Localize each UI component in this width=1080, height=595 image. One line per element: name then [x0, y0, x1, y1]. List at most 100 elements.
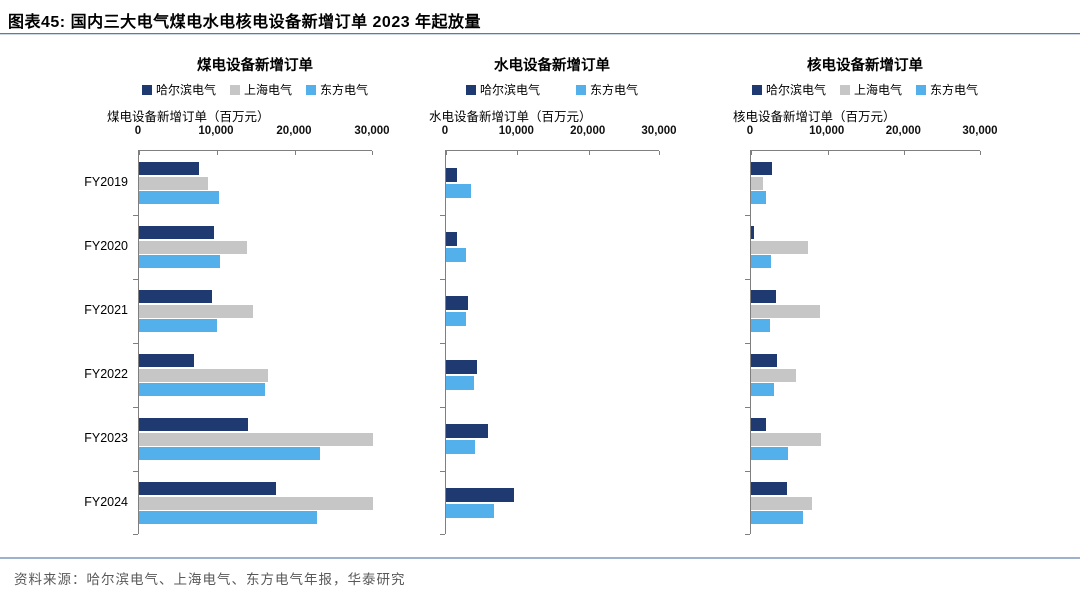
bar-核电设备新增订单-上海电气-FY2022: [751, 368, 797, 382]
bar-煤电设备新增订单-东方电气-FY2023: [139, 447, 320, 461]
x-tick-label: 30,000: [962, 125, 998, 137]
y-tick-mark: [133, 407, 138, 408]
y-tick-mark: [745, 471, 750, 472]
bar-核电设备新增订单-东方电气-FY2021: [751, 319, 771, 333]
legend-label: 上海电气: [853, 83, 902, 97]
bar-水电设备新增订单-哈尔滨电气-FY2024: [446, 488, 515, 503]
bar-水电设备新增订单-哈尔滨电气-FY2020: [446, 232, 457, 247]
legend-label: 哈尔滨电气: [765, 83, 826, 97]
legend-swatch-icon: [306, 84, 316, 95]
x-tick-mark: [139, 151, 140, 155]
bar-水电设备新增订单-东方电气-FY2021: [446, 311, 466, 326]
footer-divider-rule: [0, 557, 1080, 559]
bar-核电设备新增订单-东方电气-FY2020: [751, 255, 771, 269]
legend-item: 东方电气: [306, 81, 368, 98]
legend-label: 东方电气: [930, 83, 979, 97]
x-tick-mark: [751, 151, 752, 155]
bar-水电设备新增订单-东方电气-FY2024: [446, 503, 494, 518]
bar-煤电设备新增订单-东方电气-FY2019: [139, 191, 219, 205]
x-tick-mark: [517, 151, 518, 155]
x-tick-mark: [589, 151, 590, 155]
category-label-FY2022: FY2022: [84, 367, 128, 381]
legend-item: 哈尔滨电气: [141, 81, 216, 98]
legend-item: 哈尔滨电气: [465, 81, 540, 98]
bar-水电设备新增订单-哈尔滨电气-FY2023: [446, 424, 489, 439]
y-tick-mark: [133, 343, 138, 344]
bar-煤电设备新增订单-哈尔滨电气-FY2020: [139, 225, 214, 239]
legend-label: 东方电气: [590, 83, 639, 97]
y-tick-mark: [745, 534, 750, 535]
bar-核电设备新增订单-哈尔滨电气-FY2022: [751, 353, 778, 367]
chart-title: 核电设备新增订单: [807, 58, 923, 74]
legend-item: 东方电气: [916, 81, 978, 98]
bar-煤电设备新增订单-上海电气-FY2023: [139, 432, 373, 446]
bar-核电设备新增订单-上海电气-FY2021: [751, 304, 820, 318]
x-tick-mark: [980, 151, 981, 155]
header-divider-rule: [0, 33, 1080, 35]
bar-水电设备新增订单-东方电气-FY2022: [446, 375, 474, 390]
x-tick-mark: [659, 151, 660, 155]
chart-title: 水电设备新增订单: [494, 58, 610, 74]
bar-核电设备新增订单-哈尔滨电气-FY2019: [751, 161, 773, 175]
bar-核电设备新增订单-哈尔滨电气-FY2024: [751, 481, 788, 495]
x-tick-mark: [828, 151, 829, 155]
legend-item: 上海电气: [839, 81, 902, 98]
x-tick-label: 10,000: [809, 125, 845, 137]
bar-煤电设备新增订单-上海电气-FY2019: [139, 176, 209, 190]
bar-煤电设备新增订单-哈尔滨电气-FY2021: [139, 289, 213, 303]
chart-1: 煤电设备新增订单哈尔滨电气 上海电气 东方电气煤电设备新增订单（百万元） 0 10,00…: [30, 46, 400, 546]
category-label-FY2021: FY2021: [84, 303, 128, 317]
chart-2: 水电设备新增订单 哈尔滨电气 东方电气 水电设备新增订单（百万元） 0 10,000 20,…: [400, 46, 700, 546]
category-label-FY2023: FY2023: [84, 431, 128, 445]
category-label-FY2019: FY2019: [84, 175, 128, 189]
legend-swatch-icon: [916, 84, 926, 95]
legend-swatch-icon: [751, 84, 762, 95]
source-note: 资料来源：哈尔滨电气、上海电气、东方电气年报，华泰研究: [14, 572, 406, 587]
x-axis-title: 核电设备新增订单（百万元）: [733, 110, 896, 124]
bar-水电设备新增订单-哈尔滨电气-FY2021: [446, 296, 469, 311]
x-axis-title: 煤电设备新增订单（百万元）: [107, 110, 270, 124]
chart-title: 煤电设备新增订单: [197, 58, 313, 74]
x-tick-label: 20,000: [276, 125, 312, 137]
y-tick-mark: [133, 215, 138, 216]
legend: 哈尔滨电气 上海电气 东方电气: [750, 81, 980, 98]
y-tick-mark: [440, 407, 445, 408]
x-tick-label: 20,000: [570, 125, 606, 137]
bar-核电设备新增订单-东方电气-FY2023: [751, 447, 788, 461]
x-tick-label: 10,000: [198, 125, 234, 137]
y-tick-mark: [440, 534, 445, 535]
legend-label: 哈尔滨电气: [155, 83, 216, 97]
y-tick-mark: [440, 215, 445, 216]
x-tick-label: 30,000: [641, 125, 677, 137]
bar-核电设备新增订单-上海电气-FY2020: [751, 240, 808, 254]
bar-水电设备新增订单-东方电气-FY2023: [446, 439, 475, 454]
bar-煤电设备新增订单-上海电气-FY2022: [139, 368, 268, 382]
legend-item: 上海电气: [229, 81, 292, 98]
bar-核电设备新增订单-东方电气-FY2019: [751, 191, 766, 205]
x-tick-label: 0: [134, 125, 142, 137]
legend-swatch-icon: [465, 84, 476, 95]
y-tick-mark: [133, 279, 138, 280]
y-tick-mark: [133, 471, 138, 472]
x-axis-title: 水电设备新增订单（百万元）: [429, 110, 592, 124]
figure-title: 图表45: 国内三大电气煤电水电核电设备新增订单 2023 年起放量: [8, 14, 482, 31]
x-tick-mark: [372, 151, 373, 155]
y-tick-mark: [745, 279, 750, 280]
category-label-FY2020: FY2020: [84, 239, 128, 253]
x-tick-label: 0: [441, 125, 449, 137]
bar-核电设备新增订单-上海电气-FY2023: [751, 432, 821, 446]
bar-水电设备新增订单-哈尔滨电气-FY2022: [446, 360, 477, 375]
x-tick-mark: [446, 151, 447, 155]
y-tick-mark: [133, 534, 138, 535]
legend-label: 东方电气: [320, 83, 369, 97]
legend-item: 东方电气: [576, 81, 638, 98]
plot-area: [440, 150, 660, 535]
bar-水电设备新增订单-东方电气-FY2019: [446, 183, 471, 198]
bar-煤电设备新增订单-哈尔滨电气-FY2024: [139, 481, 276, 495]
legend-swatch-icon: [839, 84, 850, 95]
x-tick-mark: [217, 151, 218, 155]
y-tick-mark: [440, 471, 445, 472]
x-tick-mark: [295, 151, 296, 155]
bar-核电设备新增订单-哈尔滨电气-FY2021: [751, 289, 776, 303]
bar-核电设备新增订单-上海电气-FY2019: [751, 176, 763, 190]
